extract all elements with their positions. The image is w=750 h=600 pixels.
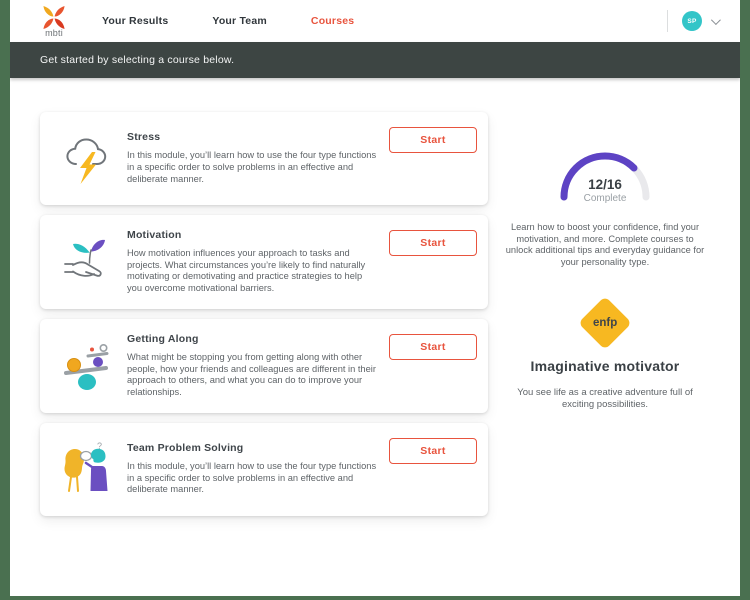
course-card-body: Stress In this module, you’ll learn how … [127, 131, 378, 185]
people-talking-icon: ? [60, 439, 116, 499]
mbti-logo[interactable]: mbti [40, 5, 68, 38]
course-title: Stress [127, 131, 161, 144]
course-card-body: Getting Along What might be stopping you… [127, 333, 378, 399]
progress-gauge [560, 152, 650, 201]
personality-type-code: enfp [592, 317, 618, 329]
course-description: What might be stopping you from getting … [127, 351, 376, 397]
nav-item-your-results[interactable]: Your Results [102, 15, 169, 27]
nav-item-your-team[interactable]: Your Team [212, 15, 267, 27]
header-divider [667, 10, 668, 32]
progress-status: Complete [583, 193, 627, 204]
user-area: SP [667, 10, 721, 32]
progress-description: Learn how to boost your confidence, find… [505, 222, 705, 267]
course-title: Getting Along [127, 332, 199, 345]
start-button-motivation[interactable]: Start [389, 230, 477, 256]
course-description: How motivation influences your approach … [127, 248, 366, 294]
course-description: In this module, you’ll learn how to use … [127, 461, 377, 495]
storm-cloud-icon [60, 131, 116, 187]
course-card-body: Motivation How motivation influences you… [127, 229, 378, 295]
start-button-stress[interactable]: Start [389, 127, 477, 153]
course-title: Motivation [127, 229, 182, 241]
personality-title: Imaginative motivator [530, 358, 680, 374]
personality-description: You see life as a creative adventure ful… [517, 387, 693, 410]
balance-scale-icon [60, 339, 116, 393]
progress-sidebar: 12/16 Complete Learn how to boost your c… [500, 140, 710, 411]
progress-gauge-fill [560, 152, 650, 201]
mbti-pinwheel-icon [43, 5, 65, 29]
main-nav: Your Results Your Team Courses [102, 15, 354, 27]
mbti-logo-text: mbti [45, 27, 63, 38]
nav-item-courses[interactable]: Courses [310, 15, 355, 27]
intro-banner: Get started by selecting a course below. [10, 42, 740, 78]
course-card-stress: Stress In this module, you’ll learn how … [40, 112, 488, 205]
progress-gauge-label: 12/16 Complete [500, 177, 710, 204]
chevron-down-icon[interactable] [710, 14, 721, 25]
personality-badge-wrap: enfp [500, 296, 710, 350]
svg-text:?: ? [97, 441, 102, 451]
avatar[interactable]: SP [682, 11, 702, 31]
course-title: Team Problem Solving [127, 442, 244, 455]
start-button-getting-along[interactable]: Start [389, 333, 477, 360]
page-frame: mbti Your Results Your Team Courses SP G… [10, 0, 740, 596]
course-description: In this module, you’ll learn how to use … [127, 150, 377, 184]
course-card-body: Team Problem Solving In this module, you… [127, 442, 378, 496]
course-list: Stress In this module, you’ll learn how … [40, 112, 488, 516]
start-button-team-problem-solving[interactable]: Start [389, 437, 477, 464]
banner-text: Get started by selecting a course below. [40, 54, 235, 66]
course-card-getting-along: Getting Along What might be stopping you… [40, 318, 488, 413]
course-card-team-problem-solving: ? Team Problem Solving In this module, y… [40, 422, 488, 516]
personality-type-badge: enfp [578, 296, 632, 350]
progress-fraction: 12/16 [588, 177, 622, 192]
course-card-motivation: Motivation How motivation influences you… [40, 215, 488, 309]
hand-sprout-icon [60, 235, 116, 289]
top-nav-bar: mbti Your Results Your Team Courses SP [10, 0, 740, 42]
